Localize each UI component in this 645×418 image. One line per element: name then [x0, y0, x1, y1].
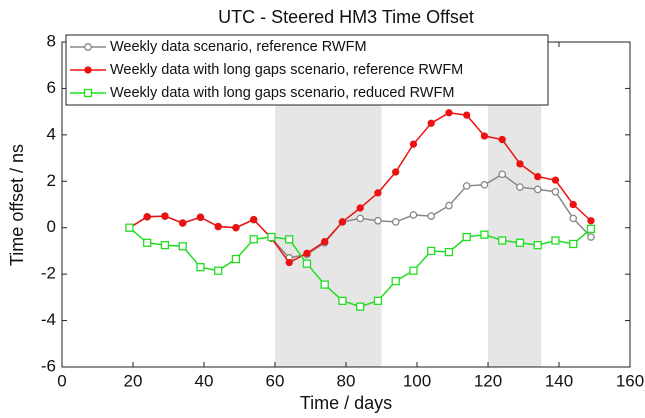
- marker: [569, 214, 578, 223]
- marker: [267, 232, 276, 242]
- marker: [84, 66, 92, 74]
- marker: [533, 240, 542, 250]
- y-tick-label: -6: [41, 356, 56, 375]
- marker: [551, 187, 560, 196]
- marker: [303, 249, 311, 257]
- marker: [427, 246, 436, 256]
- marker: [445, 201, 453, 210]
- marker: [409, 211, 418, 219]
- marker: [161, 212, 169, 220]
- legend: Weekly data scenario, reference RWFM Week…: [65, 34, 549, 106]
- marker: [143, 213, 151, 221]
- marker: [196, 263, 205, 272]
- y-tick-label: -2: [41, 264, 56, 283]
- marker: [143, 238, 152, 247]
- marker: [356, 204, 364, 212]
- y-tick-label: 0: [47, 217, 56, 236]
- x-tick-label: 160: [616, 371, 644, 390]
- marker: [569, 239, 578, 249]
- y-tick-label: 8: [47, 31, 56, 50]
- legend-label: Weekly data with long gaps scenario, red…: [110, 85, 454, 101]
- marker: [427, 119, 435, 127]
- marker: [285, 235, 294, 244]
- series: [125, 223, 596, 311]
- marker: [160, 240, 170, 250]
- marker: [551, 176, 560, 184]
- marker: [392, 168, 400, 176]
- y-tick-label: 4: [47, 124, 56, 143]
- marker: [179, 219, 187, 227]
- legend-label: Weekly data with long gaps scenario, ref…: [110, 62, 463, 78]
- x-tick-label: 80: [337, 371, 356, 390]
- marker: [533, 185, 542, 194]
- marker: [320, 280, 329, 289]
- marker: [480, 180, 489, 189]
- marker: [231, 254, 241, 264]
- marker: [338, 218, 347, 226]
- x-tick-label: 0: [57, 371, 66, 390]
- legend-box: [65, 34, 549, 106]
- marker: [356, 302, 365, 311]
- x-tick-label: 40: [195, 371, 214, 390]
- marker: [391, 276, 400, 286]
- marker: [83, 88, 93, 98]
- marker: [285, 258, 293, 267]
- x-tick-label: 20: [124, 371, 143, 390]
- marker: [196, 213, 205, 221]
- y-tick-label: 2: [47, 171, 56, 190]
- marker: [498, 236, 507, 245]
- marker: [587, 233, 595, 241]
- marker: [515, 238, 525, 247]
- marker: [373, 296, 383, 305]
- marker: [427, 212, 436, 220]
- marker: [444, 247, 454, 257]
- marker: [498, 135, 506, 144]
- marker: [516, 160, 524, 168]
- x-axis-label: Time / days: [300, 393, 392, 413]
- y-tick-label: -4: [41, 310, 56, 329]
- marker: [302, 259, 312, 268]
- marker: [125, 223, 134, 232]
- marker: [480, 132, 489, 140]
- marker: [409, 140, 418, 148]
- x-tick-label: 60: [266, 371, 285, 390]
- marker: [551, 236, 560, 245]
- marker: [249, 235, 258, 244]
- marker: [462, 182, 471, 190]
- marker: [374, 216, 382, 225]
- x-tick-label: 140: [545, 371, 573, 390]
- marker: [321, 237, 329, 246]
- marker: [462, 232, 471, 242]
- marker: [214, 266, 223, 275]
- marker: [463, 111, 471, 119]
- legend-label: Weekly data scenario, reference RWFM: [110, 39, 367, 55]
- marker: [232, 224, 240, 232]
- marker: [374, 189, 382, 197]
- marker: [586, 224, 596, 234]
- y-axis-label: Time offset / ns: [7, 144, 27, 266]
- marker: [214, 222, 222, 231]
- marker: [338, 296, 347, 305]
- marker: [409, 266, 418, 275]
- y-tick-label: 6: [47, 78, 56, 97]
- chart-title: UTC - Steered HM3 Time Offset: [218, 7, 474, 27]
- marker: [569, 200, 577, 209]
- x-tick-label: 100: [403, 371, 431, 390]
- marker: [445, 109, 453, 117]
- marker: [534, 172, 542, 181]
- marker: [250, 215, 258, 224]
- marker: [498, 170, 507, 179]
- marker: [391, 218, 400, 226]
- marker: [178, 242, 187, 251]
- marker: [516, 183, 524, 191]
- marker: [587, 217, 595, 225]
- marker: [480, 230, 489, 239]
- marker: [84, 43, 92, 51]
- marker: [356, 214, 365, 223]
- x-tick-label: 120: [474, 371, 502, 390]
